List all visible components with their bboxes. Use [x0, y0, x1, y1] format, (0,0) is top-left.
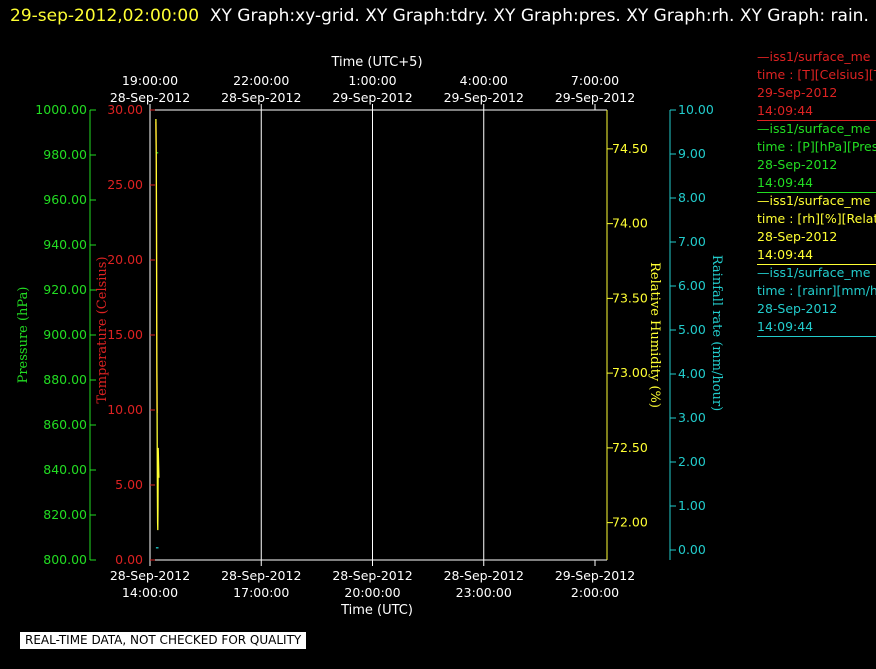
temperature-tick-label: 20.00 — [107, 252, 143, 267]
legend-entry-line1: —iss1/surface_me — [757, 49, 871, 64]
pressure-tick-label: 900.00 — [43, 327, 87, 342]
top-axis-title: Time (UTC+5) — [330, 55, 422, 70]
humidity-tick-label: 74.00 — [612, 216, 648, 231]
rain-tick-label: 10.00 — [678, 102, 714, 117]
temperature-axis-label: Temperature (Celsius) — [95, 256, 110, 403]
top-tick-label-time: 7:00:00 — [571, 73, 619, 88]
bottom-tick-label-time: 17:00:00 — [233, 585, 289, 600]
pressure-tick-label: 880.00 — [43, 372, 87, 387]
bottom-tick-label-date: 28-Sep-2012 — [221, 568, 301, 583]
legend-separator — [757, 120, 876, 121]
legend-entry-line1: —iss1/surface_me — [757, 265, 871, 280]
top-tick-label-time: 4:00:00 — [460, 73, 508, 88]
header-title: XY Graph:xy-grid. XY Graph:tdry. XY Grap… — [209, 6, 869, 26]
humidity-tick-label: 74.50 — [612, 141, 648, 156]
humidity-axis-label: Relative Humidity (%) — [647, 262, 662, 408]
legend-separator — [757, 264, 876, 265]
legend-entry-line4: 14:09:44 — [757, 319, 814, 334]
humidity-tick-label: 73.50 — [612, 290, 648, 305]
series-humidity — [155, 118, 160, 531]
pressure-tick-label: 820.00 — [43, 507, 87, 522]
legend-entry-line3: 29-Sep-2012 — [757, 85, 838, 100]
bottom-tick-label-date: 28-Sep-2012 — [444, 568, 524, 583]
legend-entry-line3: 28-Sep-2012 — [757, 229, 838, 244]
quality-banner: REAL-TIME DATA, NOT CHECKED FOR QUALITY — [20, 632, 307, 649]
temperature-tick-label: 5.00 — [115, 477, 143, 492]
top-tick-label-time: 22:00:00 — [233, 73, 289, 88]
rain-tick-label: 0.00 — [678, 542, 706, 557]
legend-separator — [757, 336, 876, 337]
bottom-tick-label-date: 28-Sep-2012 — [110, 568, 190, 583]
temperature-tick-label: 30.00 — [107, 102, 143, 117]
pressure-tick-label: 960.00 — [43, 192, 87, 207]
bottom-tick-label-date: 28-Sep-2012 — [332, 568, 412, 583]
rain-tick-label: 1.00 — [678, 498, 706, 513]
rain-tick-label: 2.00 — [678, 454, 706, 469]
rain-tick-label: 8.00 — [678, 190, 706, 205]
rain-tick-label: 9.00 — [678, 146, 706, 161]
legend-entry-line4: 14:09:44 — [757, 103, 814, 118]
legend-separator — [757, 192, 876, 193]
pressure-tick-label: 800.00 — [43, 552, 87, 567]
pressure-axis-label: Pressure (hPa) — [16, 287, 31, 384]
pressure-tick-label: 920.00 — [43, 282, 87, 297]
pressure-tick-label: 840.00 — [43, 462, 87, 477]
bottom-tick-label-date: 29-Sep-2012 — [555, 568, 635, 583]
legend-entry-line1: —iss1/surface_me — [757, 121, 871, 136]
temperature-tick-label: 10.00 — [107, 402, 143, 417]
rain-tick-label: 5.00 — [678, 322, 706, 337]
top-tick-label-date: 29-Sep-2012 — [444, 90, 524, 105]
bottom-tick-label-time: 14:00:00 — [122, 585, 178, 600]
legend-entry-line2: time : [rainr][mm/ho — [757, 283, 876, 298]
legend-entry-line4: 14:09:44 — [757, 247, 814, 262]
humidity-tick-label: 72.00 — [612, 515, 648, 530]
pressure-tick-label: 940.00 — [43, 237, 87, 252]
header: 29-sep-2012,02:00:00 XY Graph:xy-grid. X… — [10, 2, 870, 31]
humidity-tick-label: 72.50 — [612, 440, 648, 455]
rain-tick-label: 7.00 — [678, 234, 706, 249]
legend-entry-line3: 28-Sep-2012 — [757, 157, 838, 172]
top-tick-label-time: 1:00:00 — [348, 73, 396, 88]
temperature-tick-label: 25.00 — [107, 177, 143, 192]
legend-entry-line3: 28-Sep-2012 — [757, 301, 838, 316]
header-timestamp: 29-sep-2012,02:00:00 — [10, 6, 200, 26]
pressure-tick-label: 1000.00 — [35, 102, 87, 117]
bottom-tick-label-time: 20:00:00 — [344, 585, 400, 600]
bottom-tick-label-time: 23:00:00 — [456, 585, 512, 600]
humidity-tick-label: 73.00 — [612, 365, 648, 380]
top-tick-label-date: 29-Sep-2012 — [332, 90, 412, 105]
rain-tick-label: 3.00 — [678, 410, 706, 425]
top-tick-label-date: 29-Sep-2012 — [555, 90, 635, 105]
bottom-axis-title: Time (UTC) — [340, 603, 413, 618]
legend-entry-line2: time : [T][Celsius][T — [757, 67, 876, 82]
rain-tick-label: 6.00 — [678, 278, 706, 293]
legend-entry-line1: —iss1/surface_me — [757, 193, 871, 208]
legend-entry-line2: time : [P][hPa][Pres — [757, 139, 876, 154]
rain-axis-label: Rainfall rate (mm/hour) — [709, 255, 724, 411]
rain-tick-label: 4.00 — [678, 366, 706, 381]
pressure-tick-label: 980.00 — [43, 147, 87, 162]
pressure-tick-label: 860.00 — [43, 417, 87, 432]
bottom-tick-label-time: 2:00:00 — [571, 585, 619, 600]
top-tick-label-time: 19:00:00 — [122, 73, 178, 88]
temperature-tick-label: 0.00 — [115, 552, 143, 567]
top-tick-label-date: 28-Sep-2012 — [110, 90, 190, 105]
top-tick-label-date: 28-Sep-2012 — [221, 90, 301, 105]
legend-entry-line2: time : [rh][%][Relati — [757, 211, 876, 226]
temperature-tick-label: 15.00 — [107, 327, 143, 342]
legend-entry-line4: 14:09:44 — [757, 175, 814, 190]
